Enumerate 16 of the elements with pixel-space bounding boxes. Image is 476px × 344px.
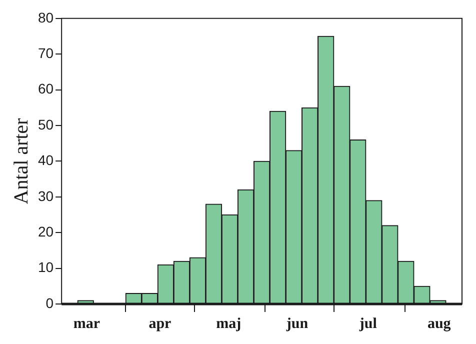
- y-tick-label: 10: [38, 259, 54, 276]
- y-tick-label: 80: [38, 9, 54, 26]
- x-tick-label: jul: [358, 316, 377, 332]
- y-tick-label: 60: [38, 80, 54, 97]
- y-axis-title: Antal arter: [10, 118, 32, 204]
- x-tick-label: aug: [427, 316, 452, 332]
- y-tick-label: 70: [38, 44, 54, 61]
- y-tick-label: 40: [38, 152, 54, 168]
- y-tick-label: 0: [46, 294, 54, 311]
- y-tick-label: 30: [38, 188, 54, 204]
- x-tick-label: apr: [148, 316, 172, 332]
- x-tick-label: maj: [216, 316, 242, 332]
- x-tick-label: mar: [73, 316, 100, 332]
- y-tick-label: 50: [38, 116, 54, 132]
- x-tick-label: jun: [285, 316, 309, 332]
- y-tick-label: 20: [38, 223, 54, 240]
